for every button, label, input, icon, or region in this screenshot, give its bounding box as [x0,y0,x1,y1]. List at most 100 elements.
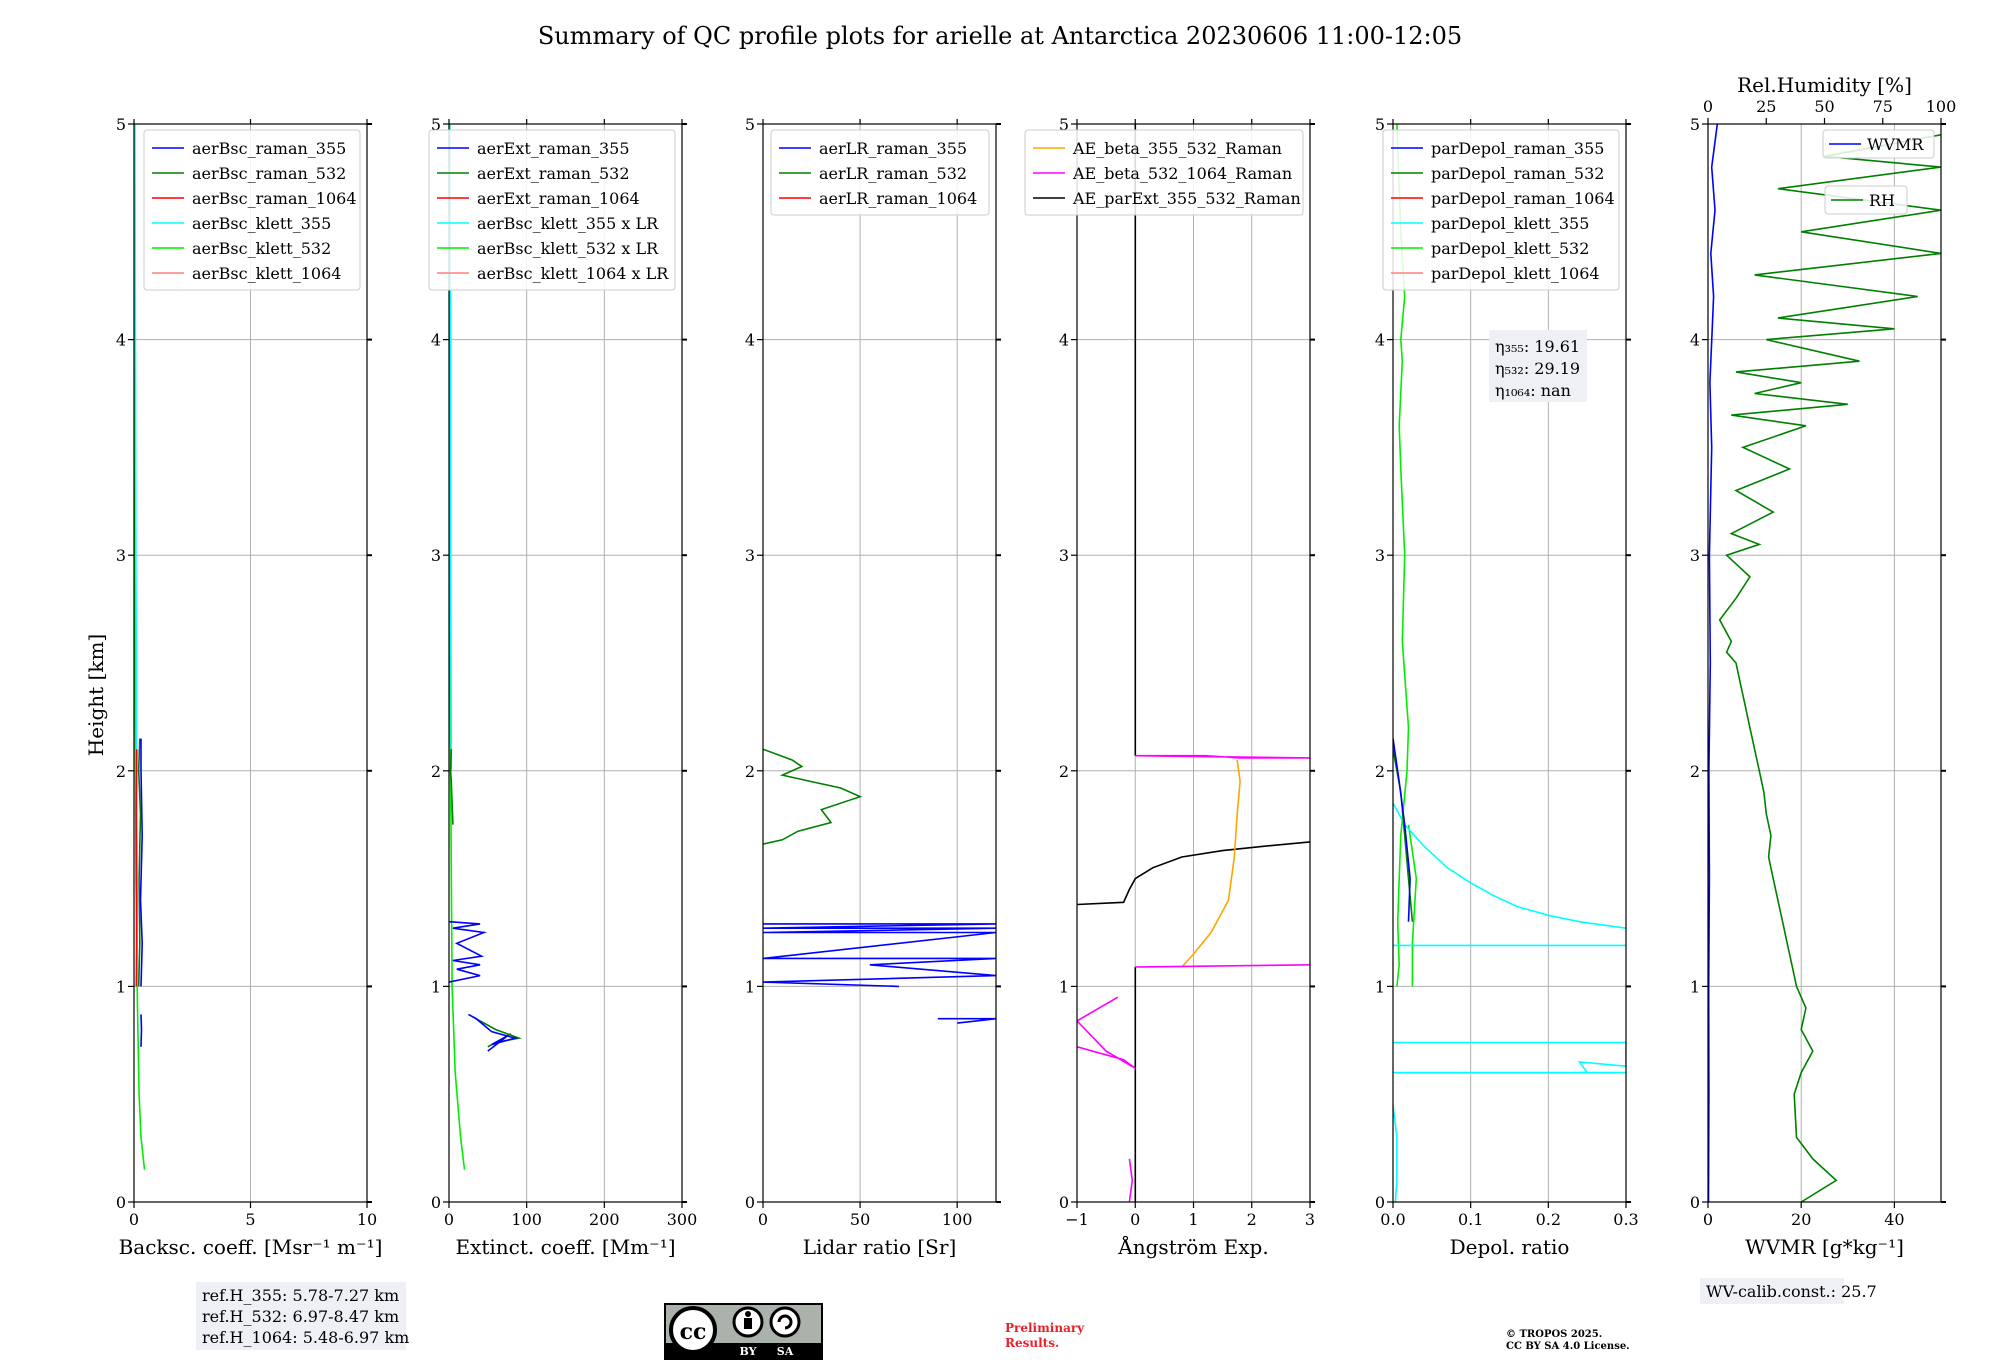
x-axis-label: WVMR [g*kg⁻¹] [1745,1235,1904,1259]
y-tick-label: 0 [1375,1193,1385,1212]
x-tick-label: 40 [1884,1210,1904,1229]
y-tick-label: 5 [1375,115,1385,134]
by-icon-body [744,1318,752,1329]
panel-2: 0 100 200 300 0 1 2 3 4 5 Extinct. coeff. [Mm⁻¹] ae… [428,115,698,1259]
y-tick-label: 4 [1059,331,1069,350]
x-tick-label: −1 [1065,1210,1089,1229]
legend-label: aerBsc_raman_1064 [192,189,357,208]
y-tick-label: 3 [745,546,755,565]
sa-icon-arrow [777,1314,793,1330]
series-line-AE_parExt_355_532_Raman [1077,841,1310,906]
x-tick-label: 5 [245,1210,255,1229]
legend-label: aerExt_raman_355 [477,139,630,158]
x-axis-label: Ångström Exp. [1117,1234,1268,1259]
ref-height-1064: ref.H_1064: 5.48-6.97 km [202,1328,409,1347]
by-icon-head [745,1311,751,1317]
legend-label: parDepol_klett_355 [1431,214,1589,233]
legend-box [143,129,361,291]
series-group [1393,124,1626,1202]
legend-label: aerBsc_klett_355 [192,214,331,233]
series-line-WVMR [1708,124,1719,1202]
y-tick-label: 4 [1375,331,1385,350]
x-tick-label: 300 [667,1210,698,1229]
legend-label: aerBsc_klett_532 x LR [477,239,659,258]
legend-label: parDepol_raman_1064 [1431,189,1615,208]
y-tick-label: 1 [1059,977,1069,996]
series-line-parDepol_klett_355 [1393,802,1626,929]
wv-calib-box: WV-calib.const.: 25.7 [1700,1278,1877,1304]
x-tick-label: 3 [1305,1210,1315,1229]
x-axis-label: Backsc. coeff. [Msr⁻¹ m⁻¹] [119,1235,383,1259]
series-line-aerBsc_raman_355 [139,738,144,987]
cc-icon [669,1306,717,1354]
preliminary-label: Preliminary [1005,1321,1085,1335]
legend-box [1824,185,1908,215]
top-axis-label: Rel.Humidity [%] [1737,73,1912,97]
legend-label: AE_parExt_355_532_Raman [1072,189,1301,208]
ref-height-532: ref.H_532: 6.97-8.47 km [202,1307,399,1326]
y-tick-label: 3 [431,546,441,565]
x-tick-label: 20 [1791,1210,1811,1229]
by-label: BY [740,1345,757,1358]
series-line-aerLR_raman_532 [763,748,863,845]
x-tick-label: 0.3 [1613,1210,1638,1229]
x-tick-label: 0 [129,1210,139,1229]
series-line-parDepol_raman_355 [1393,738,1411,922]
eta-line: η₁₀₆₄: nan [1495,381,1571,400]
series-line-AE_beta_355_532_Raman [1181,759,1241,968]
panel-5: 0.0 0.1 0.2 0.3 0 1 2 3 4 5 Depol. ratio parDepol_r… [1375,115,1639,1259]
legend: AE_beta_355_532_Raman AE_beta_532_1064_Ra… [1024,129,1304,216]
x-tick-label: 0.1 [1458,1210,1483,1229]
eta-line: η₅₃₂: 29.19 [1495,359,1580,378]
x-tick-label: 0 [444,1210,454,1229]
x-tick-label: 2 [1247,1210,1257,1229]
top-tick-label: 75 [1873,97,1893,116]
y-tick-label: 2 [1690,762,1700,781]
y-tick-label: 2 [745,762,755,781]
x-tick-label: 0.2 [1536,1210,1561,1229]
legend-box [770,129,990,216]
legend-2: RH [1824,185,1908,215]
panel-3: 0 50 100 0 1 2 3 4 5 Lidar ratio [Sr] aerLR_raman_… [745,115,1001,1259]
legend-label: aerBsc_klett_355 x LR [477,214,659,233]
copyright-line: © TROPOS 2025. [1506,1329,1602,1340]
panel-1: 0 5 10 0 1 2 3 4 5 Backsc. coeff. [Msr⁻¹ m⁻¹] aerB… [116,115,383,1259]
y-tick-label: 0 [745,1193,755,1212]
y-tick-label: 1 [1690,977,1700,996]
legend-label: parDepol_raman_532 [1431,164,1604,183]
legend-label: AE_beta_355_532_Raman [1072,139,1282,158]
top-tick-label: 25 [1756,97,1776,116]
ref-height-box: ref.H_355: 5.78-7.27 km ref.H_532: 6.97-… [196,1282,409,1350]
plot-frame [762,123,997,1203]
plot-frame [448,123,683,1203]
series-line-parDepol_klett_355_d [1393,1104,1398,1202]
legend-label: RH [1869,191,1895,210]
series-line-aerBsc_raman_1064 [135,749,138,987]
legend-label: aerBsc_klett_1064 x LR [477,264,669,283]
x-axis-label: Depol. ratio [1450,1235,1570,1259]
legend: aerExt_raman_355 aerExt_raman_532 aerExt_r… [428,129,676,291]
license-line: CC BY SA 4.0 License. [1506,1341,1630,1352]
series-line-parDepol_klett_532_b [1407,824,1418,987]
y-tick-label: 3 [116,546,126,565]
legend: aerBsc_raman_355 aerBsc_raman_532 aerBsc_r… [143,129,361,291]
eta-line: η₃₅₅: 19.61 [1495,337,1580,356]
ref-height-355: ref.H_355: 5.78-7.27 km [202,1286,399,1305]
legend-box [1822,129,1935,159]
y-tick-label: 5 [745,115,755,134]
series-line-AE_beta_532_1064_Raman [1135,754,1310,759]
legend-label: aerLR_raman_1064 [819,189,977,208]
x-tick-label: 0 [758,1210,768,1229]
cc-license-badge: cc BY SA [664,1303,823,1360]
x-tick-label: 0 [1130,1210,1140,1229]
series-group [1708,124,1941,1202]
series-line-parDepol_klett_355_c [1393,1041,1626,1074]
x-tick-label: 10 [357,1210,377,1229]
legend-label: AE_beta_532_1064_Raman [1072,164,1292,183]
y-tick-label: 5 [116,115,126,134]
legend-label: aerBsc_raman_355 [192,139,346,158]
cc-icon-glyph: cc [680,1319,707,1345]
legend: parDepol_raman_355 parDepol_raman_532 parD… [1382,129,1620,291]
